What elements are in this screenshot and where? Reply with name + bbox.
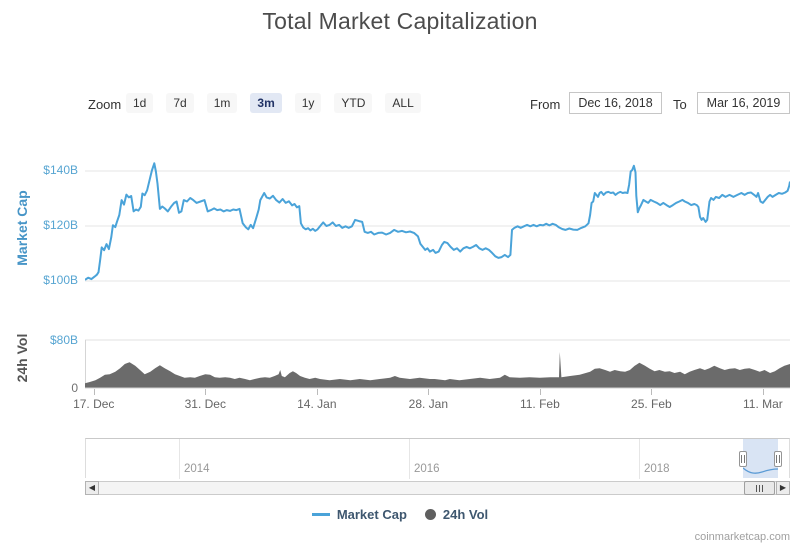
chart-title: Total Market Capitalization [262, 8, 538, 34]
zoom-button-3m[interactable]: 3m [250, 93, 282, 113]
x-tick [316, 389, 318, 395]
legend-line-icon [311, 513, 330, 516]
scrollbar-left-arrow[interactable]: ◀ [85, 481, 99, 495]
market-cap-line[interactable] [85, 162, 790, 281]
volume-area[interactable] [85, 352, 790, 388]
scrollbar-track[interactable] [85, 481, 790, 495]
x-tick [762, 389, 764, 395]
y-tick-label: $140B [43, 163, 78, 177]
x-tick-label: 31. Dec [184, 397, 226, 411]
x-tick [539, 389, 541, 395]
zoom-button-ytd[interactable]: YTD [334, 93, 373, 113]
zoom-button-all[interactable]: ALL [385, 93, 421, 113]
watermark: coinmarketcap.com [694, 531, 790, 543]
x-tick-label: 28. Jan [408, 397, 449, 411]
navigator-year-label: 2014 [184, 463, 210, 475]
left-arrow-icon: ◀ [88, 483, 96, 492]
x-tick [205, 389, 207, 395]
zoom-button-1d[interactable]: 1d [126, 93, 154, 113]
volume-svg [85, 339, 790, 389]
zoom-label: Zoom [88, 97, 122, 112]
legend-item-24h-vol[interactable]: 24h Vol [424, 507, 489, 522]
navigator-gridline [409, 439, 410, 479]
market-cap-plot-area[interactable] [85, 150, 790, 300]
scrollbar-thumb[interactable] [744, 481, 775, 495]
legend-label: Market Cap [336, 507, 407, 522]
volume-plot-area[interactable] [85, 338, 790, 390]
navigator-gridline [179, 439, 180, 479]
to-date-input[interactable] [697, 92, 790, 114]
zoom-button-1y[interactable]: 1y [294, 93, 322, 113]
x-tick-label: 11. Feb [519, 397, 560, 411]
x-tick-label: 14. Jan [297, 397, 337, 411]
navigator[interactable]: 2014 2016 2018 [85, 438, 790, 479]
navigator-left-handle[interactable] [739, 451, 747, 467]
y-tick-label: $80B [49, 333, 78, 347]
x-tick-label: 11. Mar [743, 397, 783, 411]
y-tick-label: $120B [43, 218, 78, 232]
zoom-button-group: 1d 7d 1m 3m 1y YTD ALL [126, 93, 421, 113]
x-tick [651, 389, 653, 395]
navigator-right-handle[interactable] [774, 451, 782, 467]
legend: Market Cap 24h Vol [0, 507, 800, 522]
market-cap-axis-title: Market Cap [14, 190, 30, 266]
zoom-button-7d[interactable]: 7d [166, 93, 194, 113]
legend-item-market-cap[interactable]: Market Cap [311, 507, 407, 522]
y-tick-label: $100B [43, 273, 78, 287]
navigator-selected-window[interactable] [743, 439, 778, 478]
y-tick-label: 0 [71, 381, 78, 395]
navigator-year-label: 2016 [414, 463, 440, 475]
right-arrow-icon: ▶ [779, 483, 787, 492]
navigator-gridline [639, 439, 640, 479]
legend-dot-icon [424, 509, 436, 520]
x-tick-label: 25. Feb [631, 397, 672, 411]
market-cap-svg [85, 162, 790, 282]
legend-label: 24h Vol [442, 507, 489, 522]
navigator-series-preview [743, 467, 778, 474]
from-date-input[interactable] [569, 92, 662, 114]
navigator-year-label: 2018 [644, 463, 670, 475]
volume-axis-title: 24h Vol [14, 333, 30, 383]
to-label: To [673, 97, 687, 112]
zoom-button-1m[interactable]: 1m [206, 93, 238, 113]
x-tick-label: 17. Dec [73, 397, 115, 411]
x-tick [93, 389, 95, 395]
scrollbar-right-arrow[interactable]: ▶ [776, 481, 790, 495]
from-label: From [530, 97, 561, 112]
x-tick [428, 389, 430, 395]
